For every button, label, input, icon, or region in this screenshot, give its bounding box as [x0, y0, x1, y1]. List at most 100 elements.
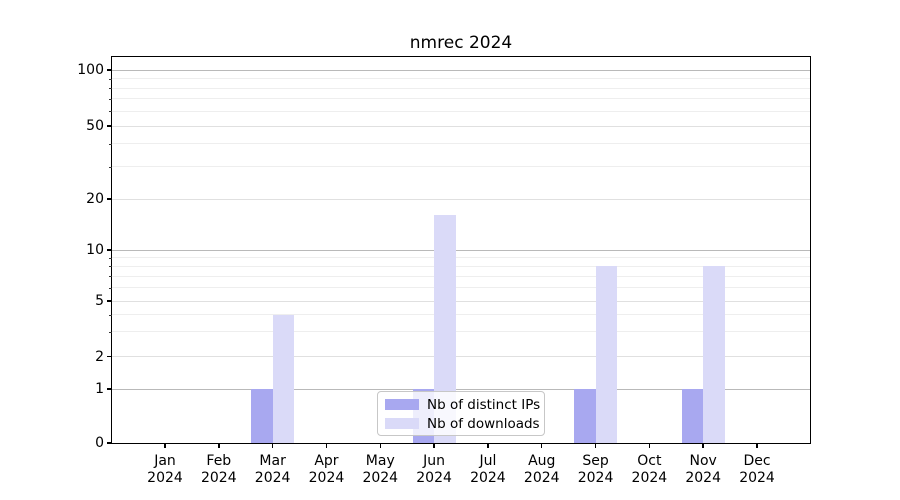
legend: Nb of distinct IPs Nb of downloads — [377, 391, 545, 436]
y-axis-tick — [107, 69, 112, 71]
legend-label-downloads: Nb of downloads — [427, 415, 540, 432]
x-tick-year: 2024 — [308, 469, 345, 486]
y-tick-label: 100 — [77, 62, 104, 78]
x-tick-label: Nov 2024 — [671, 453, 735, 486]
y-axis-tick — [107, 442, 112, 444]
x-tick-label: Oct 2024 — [617, 453, 681, 486]
gridline-minor — [112, 87, 810, 89]
x-tick-label: Jan 2024 — [133, 453, 197, 486]
gridline-minor — [112, 78, 810, 79]
gridline-minor — [112, 331, 810, 333]
x-axis-tick — [164, 443, 166, 448]
gridline-minor — [112, 265, 810, 267]
x-tick-month: Mar — [259, 453, 286, 469]
x-tick-month: Apr — [314, 453, 339, 469]
x-axis-tick — [594, 443, 597, 448]
x-axis-tick — [433, 443, 435, 448]
bar-distinct-ips-nov — [681, 389, 704, 443]
legend-swatch-distinct-ips — [385, 399, 419, 410]
y-axis-tick — [107, 300, 112, 302]
x-axis-tick — [271, 443, 274, 448]
x-axis-tick — [218, 443, 220, 448]
x-tick-month: Aug — [528, 453, 556, 469]
legend-item-distinct-ips: Nb of distinct IPs — [378, 395, 544, 414]
y-axis-minor-tick — [109, 98, 112, 100]
x-tick-label: Jul 2024 — [456, 453, 520, 486]
x-tick-month: Sep — [582, 453, 609, 469]
gridline-minor — [112, 257, 810, 259]
gridline-major — [112, 300, 810, 302]
x-tick-year: 2024 — [739, 469, 775, 486]
legend-label-distinct-ips: Nb of distinct IPs — [427, 396, 541, 413]
x-tick-month: Oct — [637, 453, 662, 469]
gridline-major — [112, 125, 810, 127]
y-tick-label: 50 — [86, 118, 104, 134]
bar-downloads-nov — [703, 266, 725, 443]
y-axis-tick — [107, 249, 112, 251]
x-tick-label: Sep 2024 — [564, 453, 628, 486]
y-tick-label: 1 — [95, 381, 104, 397]
x-tick-month: Jan — [154, 453, 176, 469]
x-axis-tick — [325, 443, 328, 448]
chart-title: nmrec 2024 — [409, 33, 513, 53]
x-tick-month: Nov — [689, 453, 717, 469]
x-tick-label: Apr 2024 — [294, 453, 358, 486]
y-axis-minor-tick — [109, 287, 112, 289]
gridline-minor — [112, 314, 810, 316]
bar-downloads-mar — [272, 314, 295, 443]
y-axis-minor-tick — [109, 257, 112, 259]
gridline-minor — [112, 98, 810, 100]
x-tick-label: Dec 2024 — [725, 453, 789, 486]
y-tick-label: 2 — [95, 348, 104, 365]
gridline-major — [112, 388, 810, 390]
y-axis-minor-tick — [109, 266, 112, 268]
gridline-minor — [112, 110, 810, 112]
gridline-major — [112, 69, 810, 71]
y-axis-tick — [107, 388, 112, 390]
gridline-minor — [112, 275, 810, 277]
x-axis-tick — [487, 443, 489, 448]
y-axis-minor-tick — [109, 314, 112, 316]
x-tick-year: 2024 — [200, 469, 237, 486]
x-tick-label: May 2024 — [348, 453, 412, 486]
y-axis-minor-tick — [109, 143, 112, 145]
x-tick-label: Feb 2024 — [187, 453, 251, 486]
x-axis-tick — [756, 443, 758, 448]
gridline-minor — [112, 143, 810, 145]
x-tick-label: Mar 2024 — [241, 453, 305, 486]
x-tick-year: 2024 — [362, 469, 399, 486]
x-tick-month: Jul — [479, 453, 497, 469]
y-axis-minor-tick — [109, 331, 112, 333]
x-tick-month: Feb — [206, 453, 232, 469]
y-tick-label: 20 — [86, 191, 104, 207]
gridline-minor — [112, 287, 810, 289]
y-axis-minor-tick — [109, 88, 112, 90]
x-axis-tick — [702, 443, 704, 448]
bar-distinct-ips-sep — [574, 389, 596, 443]
y-tick-label: 0 — [95, 435, 104, 451]
y-tick-label: 5 — [95, 293, 104, 309]
y-axis-minor-tick — [109, 111, 112, 113]
gridline-major — [112, 356, 810, 357]
x-axis-tick — [648, 443, 651, 448]
x-tick-year: 2024 — [416, 469, 452, 486]
y-axis-minor-tick — [109, 166, 112, 168]
y-tick-label: 10 — [86, 242, 104, 258]
x-tick-year: 2024 — [523, 469, 560, 486]
bar-downloads-sep — [595, 266, 618, 443]
x-tick-month: May — [365, 453, 395, 469]
x-tick-year: 2024 — [470, 469, 506, 486]
legend-swatch-downloads — [385, 418, 419, 429]
x-tick-year: 2024 — [254, 469, 291, 486]
x-tick-year: 2024 — [147, 469, 183, 486]
x-axis-tick — [540, 443, 543, 448]
legend-item-downloads: Nb of downloads — [378, 414, 544, 433]
y-axis-minor-tick — [109, 276, 112, 278]
x-tick-year: 2024 — [685, 469, 721, 486]
gridline-major — [112, 198, 810, 200]
x-tick-month: Dec — [743, 453, 771, 469]
gridline-major — [112, 249, 810, 251]
gridline-minor — [112, 166, 810, 168]
y-axis-tick — [107, 125, 112, 127]
